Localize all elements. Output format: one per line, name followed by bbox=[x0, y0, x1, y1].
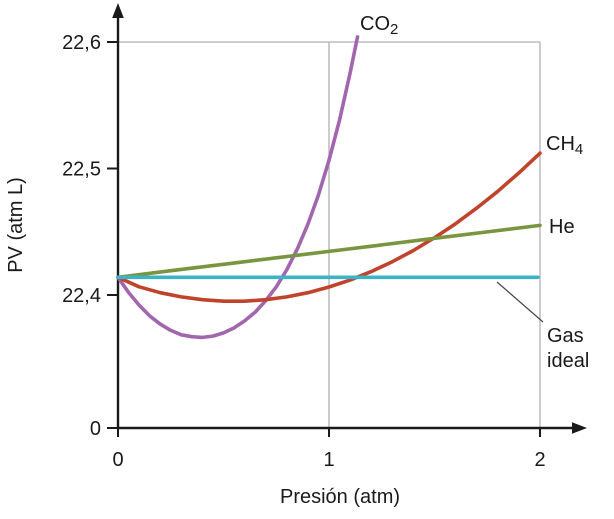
series-he-curve bbox=[116, 223, 542, 280]
y-axis-title: PV (atm L) bbox=[5, 177, 27, 273]
gas-ideal-leader-line bbox=[496, 281, 544, 323]
y-tick-label: 22,4 bbox=[62, 285, 101, 307]
series-co2-curve bbox=[116, 35, 360, 340]
series-he-label: He bbox=[549, 216, 575, 238]
plot-layer: 22,6 22,5 22,4 00 1 2 CO2 CH4 He Gas ideal bbox=[62, 3, 589, 471]
x-tick-label: 0 bbox=[112, 449, 123, 471]
x-axis-title: Presión (atm) bbox=[280, 486, 400, 508]
y-tick-label: 0 bbox=[90, 418, 101, 440]
y-axis-arrow-icon bbox=[112, 3, 124, 18]
series-ch4-label: CH4 bbox=[546, 133, 583, 158]
x-tick-label: 1 bbox=[323, 449, 334, 471]
y-tick-label: 22,6 bbox=[62, 32, 101, 54]
x-axis-arrow-icon bbox=[572, 422, 587, 434]
x-tick-label: 2 bbox=[534, 449, 545, 471]
series-ideal-label: ideal bbox=[547, 350, 589, 372]
series-co2-label: CO2 bbox=[360, 13, 398, 38]
series-ch4-curve bbox=[116, 151, 542, 303]
y-tick-label: 22,5 bbox=[62, 159, 101, 181]
series-ideal-label: Gas bbox=[547, 325, 584, 347]
